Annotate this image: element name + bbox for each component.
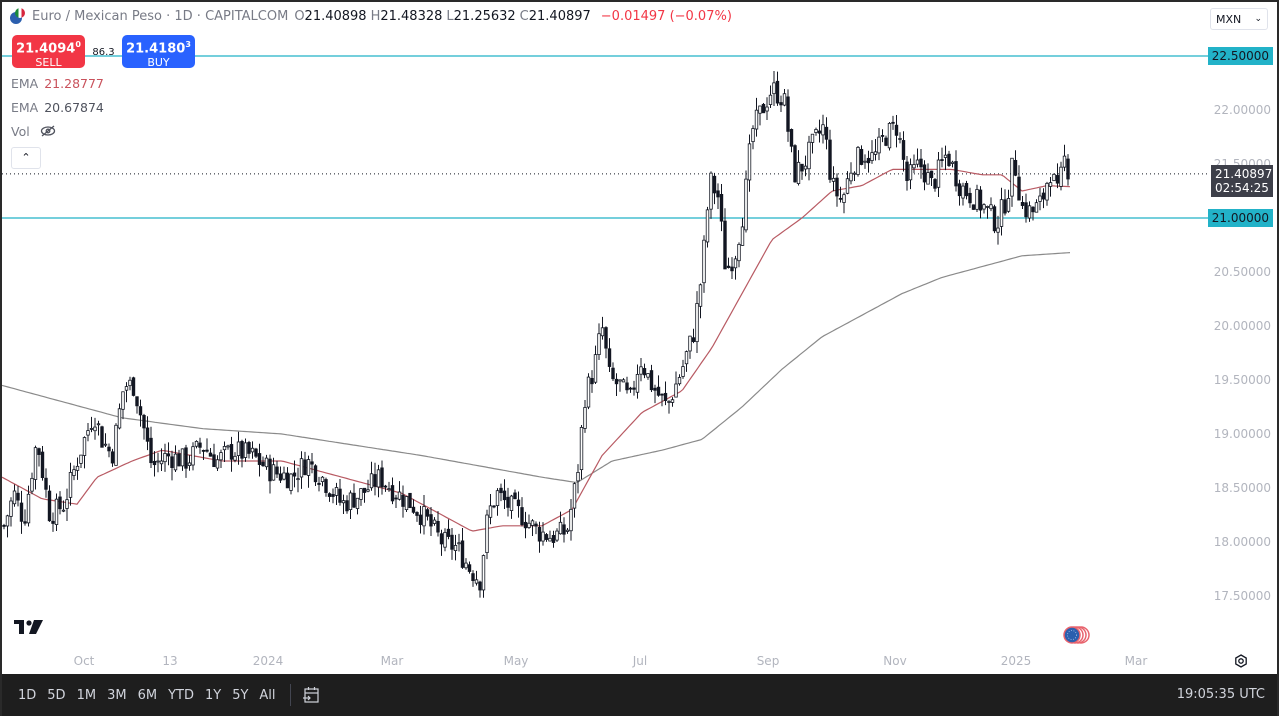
candles [2, 70, 1070, 598]
range-button-1d[interactable]: 1D [18, 687, 37, 703]
price-label: 20.00000 [1213, 319, 1271, 333]
price-change: −0.01497 (−0.07%) [600, 8, 732, 24]
ohlc-key-c: C [519, 8, 529, 24]
sell-price-sup: 0 [75, 40, 81, 49]
ema-fast-label: EMA [11, 76, 39, 91]
ohlc-key-o: O [294, 8, 305, 24]
price-label: 17.50000 [1213, 589, 1271, 603]
bottom-toolbar: 1D 5D 1M 3M 6M YTD 1Y 5Y All 19:05:35 UTC [2, 674, 1277, 716]
range-button-1m[interactable]: 1M [76, 687, 97, 703]
collapse-legend-button[interactable]: ⌃ [11, 147, 41, 169]
candlestick-chart[interactable] [2, 2, 1208, 650]
trade-buttons: 21.40940 SELL 86.3 21.41803 BUY [12, 35, 195, 70]
spread-value: 86.3 [92, 47, 115, 58]
time-label: 2025 [1000, 654, 1032, 668]
buy-price: 21.4180 [126, 41, 186, 57]
chevron-down-icon: ⌄ [1254, 14, 1262, 24]
price-label: 18.00000 [1213, 535, 1271, 549]
horizontal-line-label[interactable]: 22.50000 [1207, 47, 1273, 65]
ema-fast-line [2, 168, 1071, 532]
ohlc-value-c: 21.40897 [528, 8, 591, 24]
price-label: 22.00000 [1213, 103, 1271, 117]
ema-slow-label: EMA [11, 100, 39, 115]
time-axis[interactable]: Oct 13 2024 Mar May Jul Sep Nov 2025 Mar [2, 650, 1208, 672]
ohlc-value-o: 21.40898 [304, 8, 367, 24]
range-button-ytd[interactable]: YTD [168, 687, 194, 703]
volume-label: Vol [11, 124, 30, 139]
ohlc-value-h: 21.48328 [380, 8, 443, 24]
tradingview-logo-icon [14, 620, 43, 634]
toolbar-divider [289, 684, 291, 706]
symbol-title[interactable]: Euro / Mexican Peso · 1D · CAPITALCOM [32, 8, 289, 24]
ohlc-key-l: L [446, 8, 454, 24]
range-button-5d[interactable]: 5D [47, 687, 66, 703]
time-label: 2024 [252, 654, 284, 668]
buy-label: BUY [147, 56, 170, 70]
economic-event-eu-icon[interactable] [1060, 625, 1090, 645]
range-button-5y[interactable]: 5Y [232, 687, 249, 703]
ema-slow-line [2, 252, 1071, 483]
current-price-label: 21.40897 02:54:25 [1211, 165, 1273, 197]
price-axis[interactable]: 22.00000 21.50000 20.50000 20.00000 19.50000… [1207, 2, 1277, 650]
ohlc-key-h: H [370, 8, 381, 24]
range-button-1y[interactable]: 1Y [204, 687, 222, 703]
ohlc-value-l: 21.25632 [453, 8, 516, 24]
ema-fast-legend[interactable]: EMA 21.28777 [11, 76, 104, 91]
ohlc-values: O21.40898 H21.48328 L21.25632 C21.40897 [294, 9, 594, 24]
time-label: Jul [632, 654, 648, 668]
buy-price-sup: 3 [185, 40, 191, 49]
chevron-up-icon: ⌃ [21, 151, 31, 164]
utc-clock[interactable]: 19:05:35 UTC [1176, 687, 1265, 702]
eur-mxn-flag-icon [10, 8, 26, 24]
range-button-all[interactable]: All [259, 687, 276, 703]
currency-value: MXN [1216, 12, 1242, 26]
price-label: 18.50000 [1213, 481, 1271, 495]
go-to-date-icon[interactable] [301, 685, 321, 705]
sell-button[interactable]: 21.40940 SELL [12, 35, 85, 70]
price-label: 20.50000 [1213, 265, 1271, 279]
ema-fast-value: 21.28777 [44, 76, 104, 91]
range-buttons: 1D 5D 1M 3M 6M YTD 1Y 5Y All [2, 688, 276, 703]
buy-button[interactable]: 21.41803 BUY [122, 35, 195, 70]
currency-select[interactable]: MXN ⌄ [1210, 8, 1268, 30]
sell-label: SELL [35, 56, 62, 70]
time-label: Sep [756, 654, 780, 668]
time-label: Mar [380, 654, 404, 668]
horizontal-line-label[interactable]: 21.00000 [1207, 209, 1273, 227]
sell-price: 21.4094 [16, 41, 76, 57]
chart-pane[interactable]: Euro / Mexican Peso · 1D · CAPITALCOM O2… [2, 2, 1208, 650]
time-label: Mar [1124, 654, 1148, 668]
price-label: 19.00000 [1213, 427, 1271, 441]
time-label: Nov [883, 654, 907, 668]
range-button-6m[interactable]: 6M [137, 687, 158, 703]
time-label: 13 [162, 654, 178, 668]
price-label: 19.50000 [1213, 373, 1271, 387]
symbol-legend: Euro / Mexican Peso · 1D · CAPITALCOM O2… [10, 8, 732, 24]
tradingview-logo[interactable] [14, 619, 46, 640]
range-button-3m[interactable]: 3M [107, 687, 127, 703]
time-label: May [503, 654, 529, 668]
volume-legend[interactable]: Vol [11, 124, 56, 139]
eye-crossed-icon[interactable] [40, 125, 56, 137]
ema-slow-value: 20.67874 [44, 100, 104, 115]
time-label: Oct [73, 654, 95, 668]
ema-slow-legend[interactable]: EMA 20.67874 [11, 100, 104, 115]
settings-gear-icon[interactable] [1234, 654, 1248, 668]
